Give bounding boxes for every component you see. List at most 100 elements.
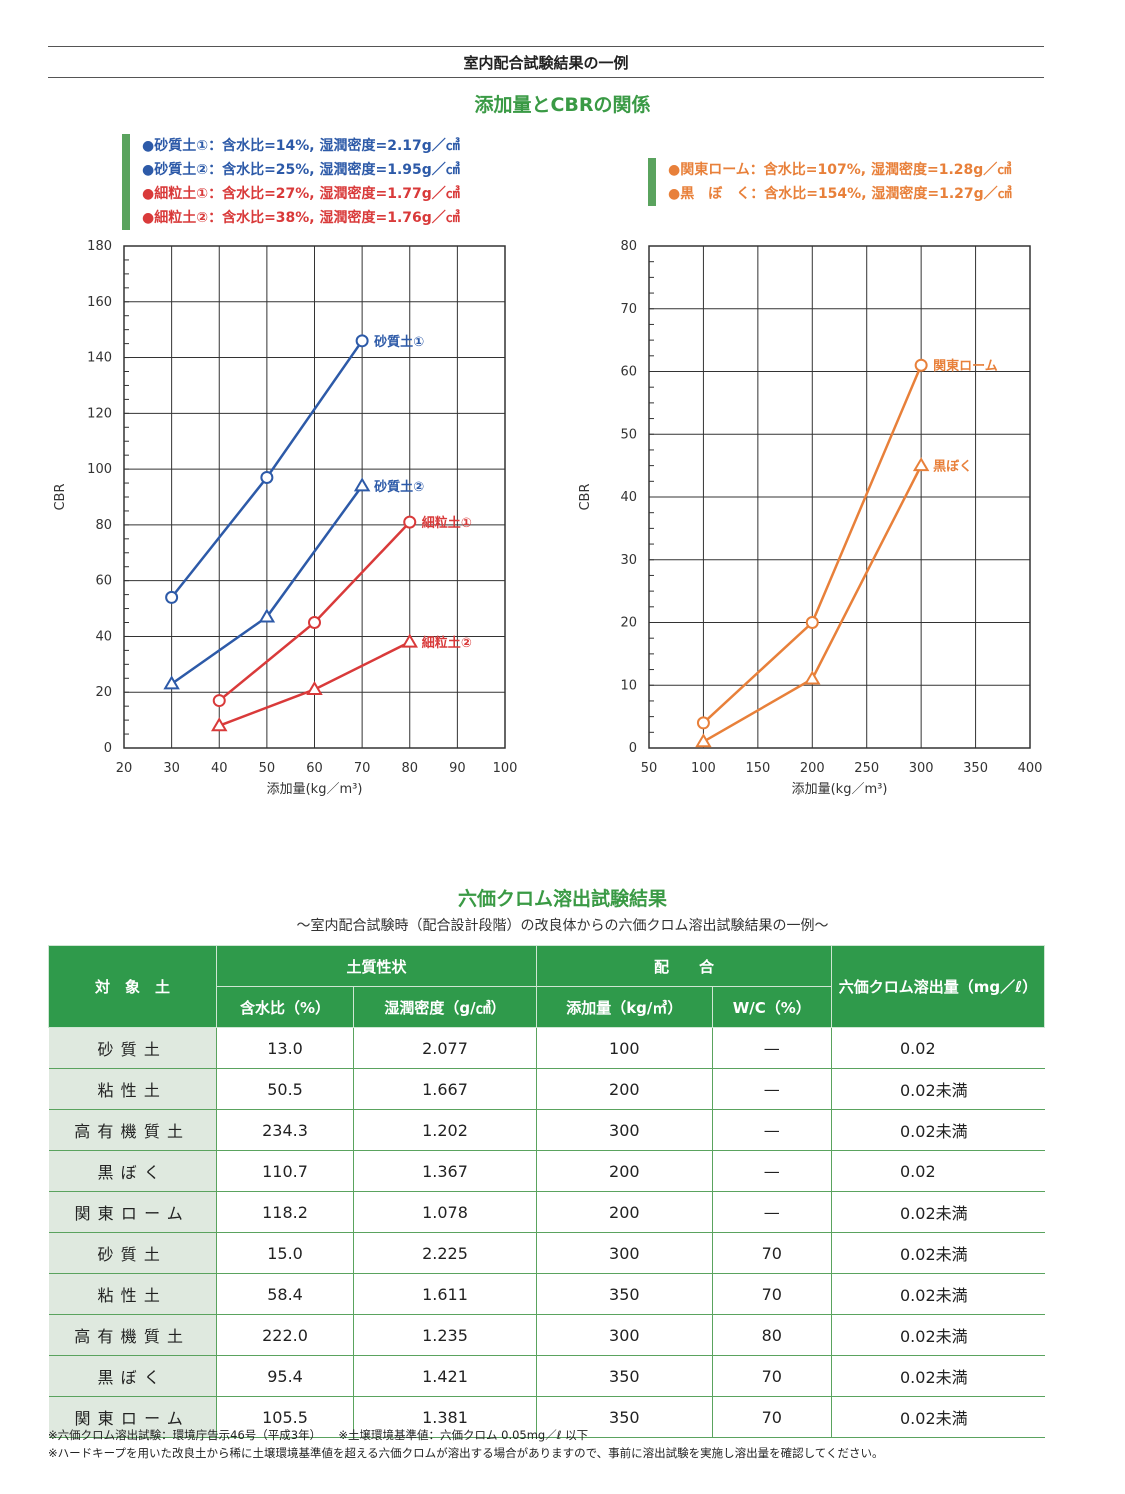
soil-cell: 砂質土 bbox=[48, 1232, 217, 1274]
x-tick-label: 20 bbox=[116, 761, 133, 776]
legend-entry: ●砂質土②：含水比=25%, 湿潤密度=1.95g／㎤ bbox=[142, 162, 460, 178]
soil-cell: 関東ローム bbox=[48, 1191, 217, 1233]
soil-cell: 粘性土 bbox=[48, 1273, 217, 1315]
header-addition: 添加量（kg/㎥） bbox=[536, 986, 713, 1028]
x-tick-label: 150 bbox=[745, 761, 770, 776]
table-cell: — bbox=[712, 1191, 833, 1233]
table-cell: 0.02未満 bbox=[831, 1396, 1045, 1438]
y-tick-label: 80 bbox=[95, 518, 112, 533]
x-axis-label: 添加量(kg／m³) bbox=[792, 782, 888, 797]
title-rule bbox=[48, 77, 1044, 78]
x-tick-label: 100 bbox=[493, 761, 518, 776]
x-tick-label: 30 bbox=[163, 761, 180, 776]
soil-cell: 高有機質土 bbox=[48, 1109, 217, 1151]
y-tick-label: 160 bbox=[87, 295, 112, 310]
data-point bbox=[804, 670, 821, 685]
table-cell: — bbox=[712, 1068, 833, 1110]
data-point bbox=[163, 675, 180, 690]
y-tick-label: 10 bbox=[620, 678, 637, 693]
cbr-chart-right: 50 100 150 200 250 300 350 400 0 10 20 30 40 50 60 70 80… bbox=[578, 239, 1042, 797]
data-point bbox=[306, 680, 323, 695]
table-cell: 15.0 bbox=[216, 1232, 355, 1274]
table-cell: 350 bbox=[536, 1273, 713, 1315]
cr-section-subtitle: 〜室内配合試験時（配合設計段階）の改良体からの六価クロム溶出試験結果の一例〜 bbox=[296, 918, 829, 934]
table-cell: 1.235 bbox=[353, 1314, 537, 1356]
table-cell: 0.02未満 bbox=[831, 1232, 1045, 1274]
y-tick-label: 60 bbox=[620, 365, 637, 380]
top-rule bbox=[48, 46, 1044, 47]
table-cell: 70 bbox=[712, 1396, 833, 1438]
table-cell: 1.202 bbox=[353, 1109, 537, 1151]
table-cell: 0.02未満 bbox=[831, 1314, 1045, 1356]
header-wet-density: 湿潤密度（g/㎤） bbox=[353, 986, 537, 1028]
table-cell: 13.0 bbox=[216, 1027, 355, 1069]
table-cell: 300 bbox=[536, 1232, 713, 1274]
legend-left: ●砂質土①：含水比=14%, 湿潤密度=2.17g／㎤ ●砂質土②：含水比=25… bbox=[122, 134, 460, 230]
table-cell: 100 bbox=[536, 1027, 713, 1069]
data-point bbox=[353, 477, 371, 492]
data-point bbox=[401, 633, 418, 648]
table-cell: 70 bbox=[712, 1232, 833, 1274]
soil-cell: 砂質土 bbox=[48, 1027, 217, 1069]
soil-cell: 高有機質土 bbox=[48, 1314, 217, 1356]
data-point bbox=[212, 694, 226, 708]
header-target-soil: 対 象 土 bbox=[48, 945, 217, 1028]
soil-cell: 関東ローム bbox=[48, 1396, 217, 1438]
table-row: 砂質土 13.0 2.077 100—0.02 bbox=[48, 1027, 1045, 1069]
note-2: ※ハードキープを用いた改良土から稀に土壌環境基準値を超える六価クロムが溶出する場… bbox=[48, 1446, 884, 1460]
plot-frame bbox=[123, 245, 506, 749]
data-point bbox=[355, 334, 369, 348]
table-row: 粘性土 50.5 1.667 200—0.02未満 bbox=[48, 1068, 1045, 1110]
x-tick-label: 50 bbox=[259, 761, 276, 776]
table-cell: — bbox=[712, 1027, 833, 1069]
soil-cell: 黒ぼく bbox=[48, 1355, 217, 1397]
table-cell: — bbox=[712, 1109, 833, 1151]
table-cell: 0.02未満 bbox=[831, 1109, 1045, 1151]
y-tick-label: 20 bbox=[620, 616, 637, 631]
data-point bbox=[260, 470, 274, 484]
header-wc: W/C（%） bbox=[711, 986, 833, 1028]
y-tick-label: 50 bbox=[620, 427, 637, 442]
table-cell: 58.4 bbox=[216, 1273, 355, 1315]
y-axis-label: CBR bbox=[53, 483, 68, 510]
y-tick-label: 30 bbox=[620, 553, 637, 568]
x-tick-label: 90 bbox=[449, 761, 466, 776]
y-tick-label: 60 bbox=[95, 574, 112, 589]
table-cell: — bbox=[712, 1150, 833, 1192]
legend-entry: ●黒 ぼ く：含水比=154%, 湿潤密度=1.27g／㎤ bbox=[668, 186, 1012, 202]
table-cell: 222.0 bbox=[216, 1314, 355, 1356]
table-cell: 70 bbox=[712, 1273, 833, 1315]
header-water-content: 含水比（%） bbox=[215, 986, 355, 1028]
y-tick-label: 40 bbox=[95, 629, 112, 644]
table-cell: 0.02 bbox=[831, 1150, 1045, 1192]
table-row: 黒ぼく 95.4 1.421 350 70 0.02未満 bbox=[48, 1355, 1045, 1397]
y-tick-label: 70 bbox=[620, 302, 637, 317]
table-row: 粘性土 58.4 1.611 350 70 0.02未満 bbox=[48, 1273, 1045, 1315]
table-cell: 0.02未満 bbox=[831, 1191, 1045, 1233]
table-row: 高有機質土 234.3 1.202 300—0.02未満 bbox=[48, 1109, 1045, 1151]
table-cell: 95.4 bbox=[216, 1355, 355, 1397]
table-row: 高有機質土 222.0 1.235 300 80 0.02未満 bbox=[48, 1314, 1045, 1356]
table-cell: 200 bbox=[536, 1150, 713, 1192]
legend-entry: ●細粒土①：含水比=27%, 湿潤密度=1.77g／㎤ bbox=[142, 186, 460, 202]
table-cell: 234.3 bbox=[216, 1109, 355, 1151]
header-mix: 配 合 bbox=[536, 945, 832, 987]
table-cell: 110.7 bbox=[216, 1150, 355, 1192]
table-cell: 1.667 bbox=[353, 1068, 537, 1110]
table-cell: 0.02未満 bbox=[831, 1355, 1045, 1397]
legend-right: ●関東ローム：含水比=107%, 湿潤密度=1.28g／㎤ ●黒 ぼ く：含水比… bbox=[648, 158, 1012, 206]
cbr-section-title: 添加量とCBRの関係 bbox=[474, 94, 651, 116]
table-cell: 350 bbox=[536, 1396, 713, 1438]
data-point bbox=[258, 608, 276, 623]
header-soil-properties: 土質性状 bbox=[216, 945, 537, 987]
data-point bbox=[165, 590, 179, 604]
x-tick-label: 350 bbox=[963, 761, 988, 776]
series-label: 砂質土② bbox=[373, 479, 424, 495]
note-1: ※六価クロム溶出試験：環境庁告示46号（平成3年） ※土壌環境基準値：六価クロム… bbox=[48, 1428, 589, 1442]
table-cell: 0.02 bbox=[831, 1027, 1045, 1069]
x-tick-label: 40 bbox=[211, 761, 228, 776]
table-cell: 350 bbox=[536, 1355, 713, 1397]
y-tick-label: 100 bbox=[87, 462, 112, 477]
y-tick-label: 40 bbox=[620, 490, 637, 505]
table-cell: 1.421 bbox=[353, 1355, 537, 1397]
